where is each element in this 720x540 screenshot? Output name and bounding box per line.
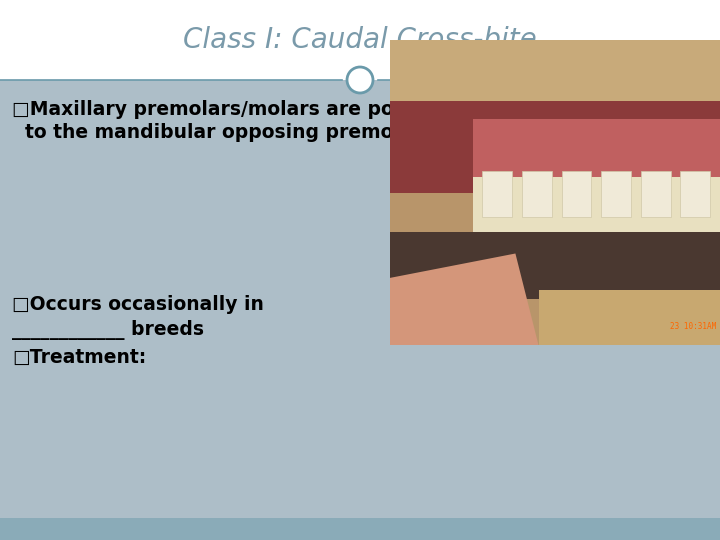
Text: □Occurs occasionally in: □Occurs occasionally in xyxy=(12,295,264,314)
Circle shape xyxy=(347,67,373,93)
FancyBboxPatch shape xyxy=(390,40,720,345)
Text: □Maxillary premolars/molars are positioned _________: □Maxillary premolars/molars are position… xyxy=(12,100,570,120)
FancyBboxPatch shape xyxy=(522,171,552,217)
Text: Class I: Caudal Cross-bite: Class I: Caudal Cross-bite xyxy=(183,26,537,54)
Text: ____________ breeds: ____________ breeds xyxy=(12,320,204,340)
FancyBboxPatch shape xyxy=(390,232,720,299)
Text: to the mandibular opposing premolars/molars: to the mandibular opposing premolars/mol… xyxy=(12,123,512,141)
FancyBboxPatch shape xyxy=(472,119,720,186)
FancyBboxPatch shape xyxy=(0,518,720,540)
FancyBboxPatch shape xyxy=(390,101,720,192)
FancyBboxPatch shape xyxy=(472,177,720,238)
FancyBboxPatch shape xyxy=(390,40,720,147)
Polygon shape xyxy=(390,253,539,345)
FancyBboxPatch shape xyxy=(641,171,670,217)
FancyBboxPatch shape xyxy=(562,171,591,217)
Text: 23 10:31AM: 23 10:31AM xyxy=(670,322,716,331)
FancyBboxPatch shape xyxy=(680,171,710,217)
FancyBboxPatch shape xyxy=(482,171,512,217)
Text: □Treatment:: □Treatment: xyxy=(12,348,146,367)
FancyBboxPatch shape xyxy=(539,290,720,345)
FancyBboxPatch shape xyxy=(601,171,631,217)
FancyBboxPatch shape xyxy=(0,0,720,80)
